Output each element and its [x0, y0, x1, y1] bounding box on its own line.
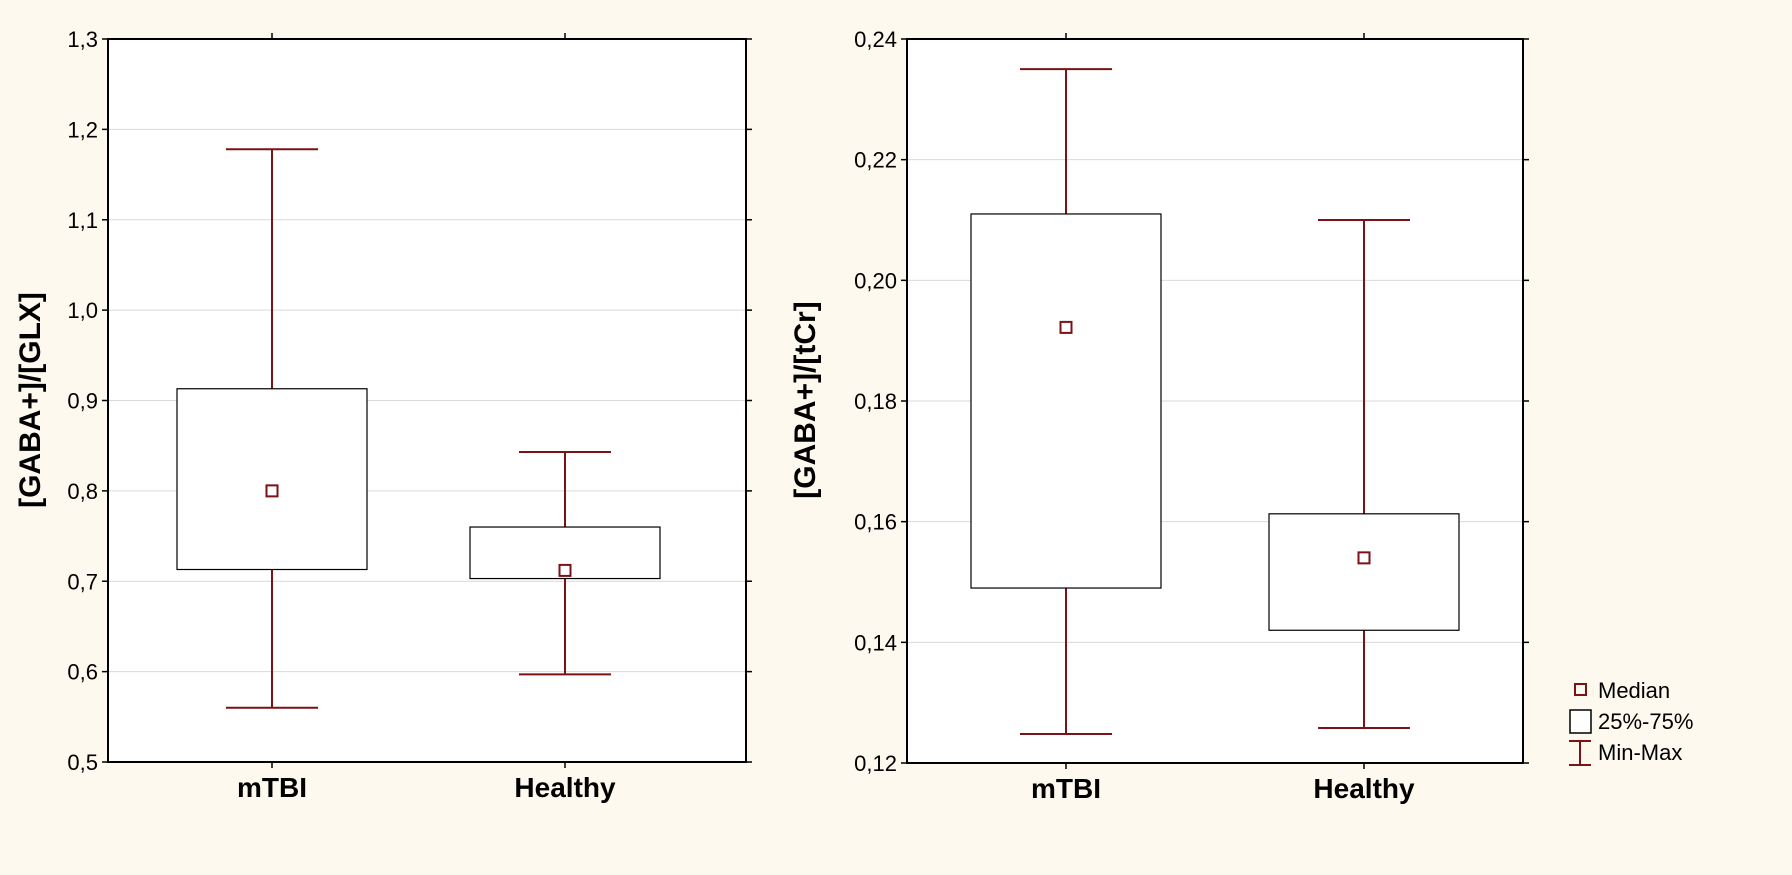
legend-median-label: Median	[1598, 678, 1670, 703]
box-group-healthy	[1268, 219, 1460, 730]
iqr-box	[176, 388, 368, 571]
chart-panel-gaba-tcr: 0,12 0,14 0,16 0,18 0,20 0,22 0,24 [GABA+]/[tCr…	[789, 27, 1529, 804]
plot-frame	[107, 38, 747, 763]
y-tick-label: 0,20	[854, 268, 897, 293]
y-tick-label: 1,1	[67, 208, 98, 233]
y-tick-label: 0,7	[67, 569, 98, 594]
y-tick-label: 0,16	[854, 510, 897, 535]
median-marker	[1059, 320, 1073, 334]
iqr-box	[970, 213, 1162, 589]
legend-box-label: 25%-75%	[1598, 709, 1693, 734]
y-tick-label: 0,22	[854, 148, 897, 173]
y-tick-label: 0,5	[67, 750, 98, 775]
box-group-mtbi	[176, 148, 368, 709]
y-tick-label: 0,12	[854, 751, 897, 776]
y-tick-label: 0,9	[67, 389, 98, 414]
box-group-mtbi	[970, 68, 1162, 736]
y-axis-title: [GABA+]/[GLX]	[14, 292, 47, 508]
box-group-healthy	[469, 451, 661, 676]
x-category-label: Healthy	[1313, 773, 1415, 804]
y-tick-label: 0,18	[854, 389, 897, 414]
y-tick-label: 1,0	[67, 298, 98, 323]
y-axis-title: [GABA+]/[tCr]	[789, 301, 822, 498]
y-tick-label: 0,24	[854, 27, 897, 52]
chart-panel-gaba-glx: 0,5 0,6 0,7 0,8 0,9 1,0 1,1 1,2 1,3 [GABA+]/[GLX]…	[14, 27, 752, 803]
y-tick-label: 0,14	[854, 630, 897, 655]
legend: Median 25%-75% Min-Max	[1569, 678, 1693, 766]
x-category-label: Healthy	[514, 772, 616, 803]
legend-range-label: Min-Max	[1598, 740, 1682, 765]
median-marker	[558, 563, 572, 577]
legend-range-symbol	[1569, 740, 1591, 766]
plot-frame	[906, 38, 1524, 764]
x-category-label: mTBI	[1031, 773, 1101, 804]
x-category-label: mTBI	[237, 772, 307, 803]
y-tick-label: 0,8	[67, 479, 98, 504]
median-marker	[1357, 551, 1371, 565]
y-tick-label: 1,2	[67, 117, 98, 142]
y-tick-label: 0,6	[67, 660, 98, 685]
legend-median-symbol	[1574, 683, 1587, 696]
iqr-box	[1268, 513, 1460, 631]
legend-box-symbol	[1569, 709, 1592, 734]
median-marker	[265, 484, 279, 498]
y-tick-label: 1,3	[67, 27, 98, 52]
